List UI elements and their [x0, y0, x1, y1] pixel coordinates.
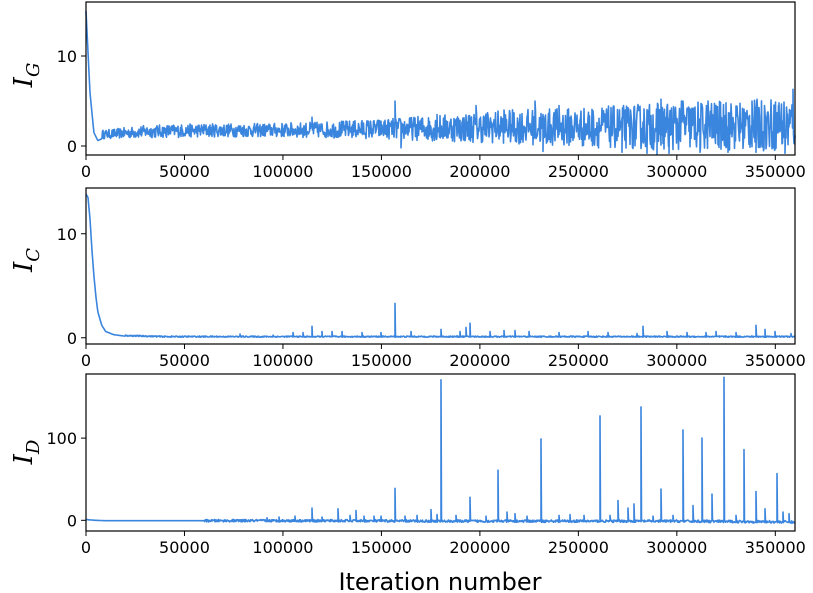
x-tick-label: 350000 — [745, 162, 806, 181]
series-line-id — [85, 376, 796, 525]
x-tick-label: 100000 — [252, 538, 313, 557]
x-tick-label: 150000 — [351, 538, 412, 557]
axes-frame-id — [85, 373, 796, 532]
x-tick-label: 50000 — [159, 351, 210, 370]
y-tick-label: 0 — [67, 329, 77, 348]
x-tick-label: 350000 — [745, 351, 806, 370]
x-tick-label: 50000 — [159, 538, 210, 557]
x-tick-label: 300000 — [646, 351, 707, 370]
x-tick-label: 300000 — [646, 538, 707, 557]
x-tick-label: 200000 — [449, 538, 510, 557]
x-tick-label: 100000 — [252, 351, 313, 370]
series-line-ic — [85, 193, 796, 338]
x-tick-label: 350000 — [745, 538, 806, 557]
x-tick-label: 0 — [81, 538, 91, 557]
y-axis-label-id: ID — [9, 439, 44, 465]
y-axis-label-ic: IC — [9, 248, 44, 273]
y-tick-label: 10 — [57, 47, 77, 66]
x-tick-label: 250000 — [548, 162, 609, 181]
y-tick-label: 0 — [67, 137, 77, 156]
x-axis-label: Iteration number — [338, 568, 541, 593]
y-tick-label: 0 — [67, 511, 77, 530]
series-line-ig — [85, 10, 796, 155]
x-tick-label: 300000 — [646, 162, 707, 181]
x-tick-label: 250000 — [548, 351, 609, 370]
x-tick-label: 150000 — [351, 162, 412, 181]
x-tick-label: 100000 — [252, 162, 313, 181]
x-tick-label: 250000 — [548, 538, 609, 557]
x-tick-label: 50000 — [159, 162, 210, 181]
y-tick-label: 10 — [57, 225, 77, 244]
x-tick-label: 200000 — [449, 351, 510, 370]
x-tick-label: 150000 — [351, 351, 412, 370]
y-tick-label: 100 — [46, 429, 77, 448]
axes-frame-ig — [85, 1, 796, 156]
x-tick-label: 200000 — [449, 162, 510, 181]
panel-ic: 0 50000 100000 150000 200000 250000 300000 3500… — [9, 187, 806, 370]
axes-frame-ic — [85, 187, 796, 345]
x-tick-label: 0 — [81, 162, 91, 181]
panel-id: 0 50000 100000 150000 200000 250000 300000 3500… — [9, 373, 806, 557]
x-tick-label: 0 — [81, 351, 91, 370]
panel-ig: 0 50000 100000 150000 200000 250000 300000 3500… — [9, 1, 806, 181]
y-axis-label-ig: IG — [9, 63, 44, 89]
